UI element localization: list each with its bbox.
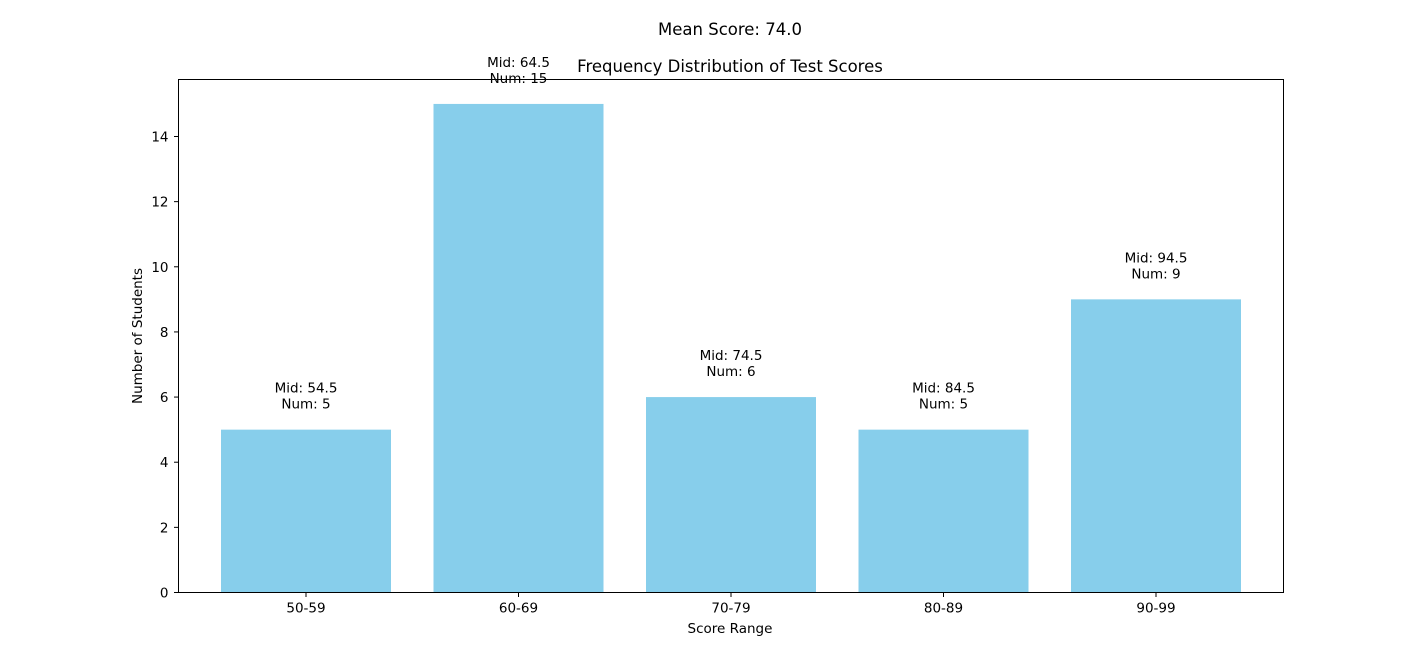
bar-data-label: Mid: 84.5 Num: 5 — [912, 381, 975, 413]
bar-data-label: Mid: 94.5 Num: 9 — [1125, 250, 1188, 282]
x-tick-label: 80-89 — [924, 601, 963, 617]
y-tick-label: 8 — [160, 325, 169, 341]
x-axis: 50-59 60-69 70-79 80-89 90-99 — [286, 592, 1176, 617]
bar-data-label: Mid: 54.5 Num: 5 — [275, 381, 338, 413]
y-axis: 0 2 4 6 8 10 12 14 — [151, 130, 179, 602]
bar-label-midpoint: Mid: 74.5 — [700, 348, 763, 364]
chart-title: Frequency Distribution of Test Scores — [577, 57, 883, 76]
bar-90-99 — [1071, 299, 1241, 593]
mean-score-suptitle: Mean Score: 74.0 — [658, 20, 802, 39]
x-tick-label: 50-59 — [286, 601, 325, 617]
bar-label-midpoint: Mid: 94.5 — [1125, 250, 1188, 266]
bar-60-69 — [433, 103, 604, 593]
y-tick-label: 14 — [151, 130, 168, 146]
x-tick-label: 70-79 — [711, 601, 750, 617]
bar-label-midpoint: Mid: 84.5 — [912, 381, 975, 397]
x-tick-label: 60-69 — [499, 601, 538, 617]
bar-50-59 — [221, 429, 391, 593]
bar-label-count: Num: 6 — [706, 364, 755, 380]
bar-data-label: Mid: 64.5 Num: 15 — [487, 55, 550, 87]
bar-label-midpoint: Mid: 64.5 — [487, 55, 550, 71]
bar-label-midpoint: Mid: 54.5 — [275, 381, 338, 397]
bars-layer — [221, 103, 1241, 593]
y-tick-label: 10 — [151, 260, 168, 276]
bar-70-79 — [646, 397, 816, 593]
x-tick-label: 90-99 — [1136, 601, 1175, 617]
bar-data-label: Mid: 74.5 Num: 6 — [700, 348, 763, 380]
y-tick-label: 6 — [160, 390, 169, 406]
y-tick-label: 0 — [160, 586, 169, 602]
y-tick-label: 12 — [151, 195, 168, 211]
bar-label-count: Num: 15 — [490, 71, 548, 87]
y-tick-label: 4 — [160, 455, 169, 471]
bar-label-count: Num: 5 — [281, 397, 330, 413]
y-tick-label: 2 — [160, 520, 169, 536]
bar-label-count: Num: 5 — [919, 397, 968, 413]
bar-label-count: Num: 9 — [1131, 266, 1180, 282]
bar-80-89 — [858, 429, 1029, 593]
x-axis-title: Score Range — [688, 621, 773, 637]
y-axis-title: Number of Students — [130, 268, 146, 404]
